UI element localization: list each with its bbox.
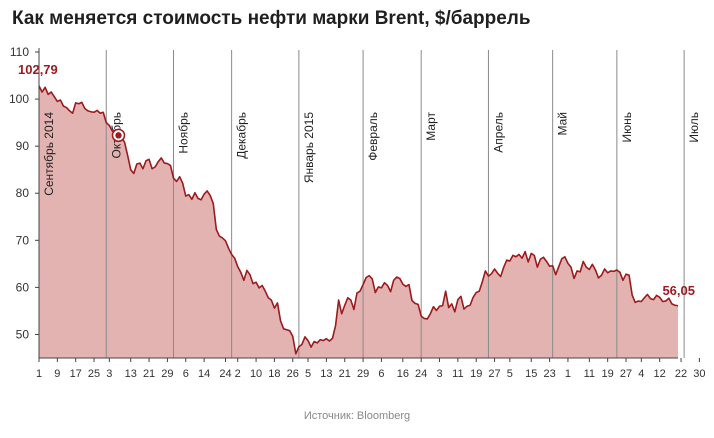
end-value-label: 56,05 [662, 283, 695, 298]
x-tick-label: 24 [415, 368, 427, 380]
month-label: Январь 2015 [302, 112, 316, 183]
x-tick-label: 6 [378, 368, 384, 380]
x-tick-label: 23 [543, 368, 555, 380]
x-tick-label: 27 [488, 368, 500, 380]
x-tick-label: 4 [638, 368, 644, 380]
month-label: Июль [687, 112, 701, 143]
x-tick-label: 21 [339, 368, 351, 380]
month-label: Апрель [491, 112, 505, 153]
y-tick-label: 90 [16, 139, 30, 153]
y-tick-label: 80 [16, 186, 30, 200]
x-tick-label: 6 [183, 368, 189, 380]
x-tick-label: 3 [436, 368, 442, 380]
x-tick-label: 24 [219, 368, 231, 380]
x-tick-label: 19 [602, 368, 614, 380]
month-label: Февраль [366, 112, 380, 161]
x-tick-label: 17 [70, 368, 82, 380]
x-tick-label: 10 [250, 368, 262, 380]
x-tick-label: 1 [36, 368, 42, 380]
x-tick-label: 12 [654, 368, 666, 380]
x-tick-label: 18 [268, 368, 280, 380]
x-tick-label: 5 [305, 368, 311, 380]
y-tick-label: 70 [16, 233, 30, 247]
x-tick-label: 1 [565, 368, 571, 380]
x-tick-label: 15 [525, 368, 537, 380]
x-tick-label: 19 [470, 368, 482, 380]
x-tick-label: 14 [198, 368, 210, 380]
y-tick-label: 110 [10, 45, 29, 59]
month-label: Май [556, 112, 570, 136]
price-line [38, 85, 679, 355]
month-label: Декабрь [235, 112, 249, 159]
x-tick-label: 29 [357, 368, 369, 380]
x-tick-label: 5 [507, 368, 513, 380]
x-tick-label: 16 [397, 368, 409, 380]
x-tick-label: 13 [125, 368, 137, 380]
x-tick-label: 11 [584, 368, 595, 380]
y-tick-label: 60 [16, 280, 30, 294]
source-label: Источник: Bloomberg [304, 410, 410, 422]
x-tick-label: 25 [88, 368, 100, 380]
month-label: Июнь [620, 112, 634, 143]
y-tick-label: 50 [16, 327, 30, 341]
x-tick-label: 26 [287, 368, 299, 380]
chart-title: Как меняется стоимость нефти марки Brent… [12, 8, 531, 29]
price-area [39, 85, 678, 359]
x-tick-label: 3 [106, 368, 112, 380]
y-tick-label: 100 [9, 92, 29, 106]
x-tick-label: 13 [320, 368, 332, 380]
month-label: Март [424, 112, 438, 141]
x-tick-label: 9 [54, 368, 60, 380]
x-tick-label: 27 [620, 368, 632, 380]
x-tick-label: 2 [235, 368, 241, 380]
x-tick-label: 29 [161, 368, 173, 380]
x-tick-label: 21 [143, 368, 155, 380]
month-label: Ноябрь [177, 112, 191, 154]
start-value-label: 102,79 [18, 62, 58, 77]
month-label: Сентябрь 2014 [42, 112, 56, 196]
x-tick-label: 22 [675, 368, 687, 380]
highlight-marker-dot [115, 132, 122, 139]
x-tick-label: 30 [693, 368, 705, 380]
x-tick-label: 11 [452, 368, 463, 380]
